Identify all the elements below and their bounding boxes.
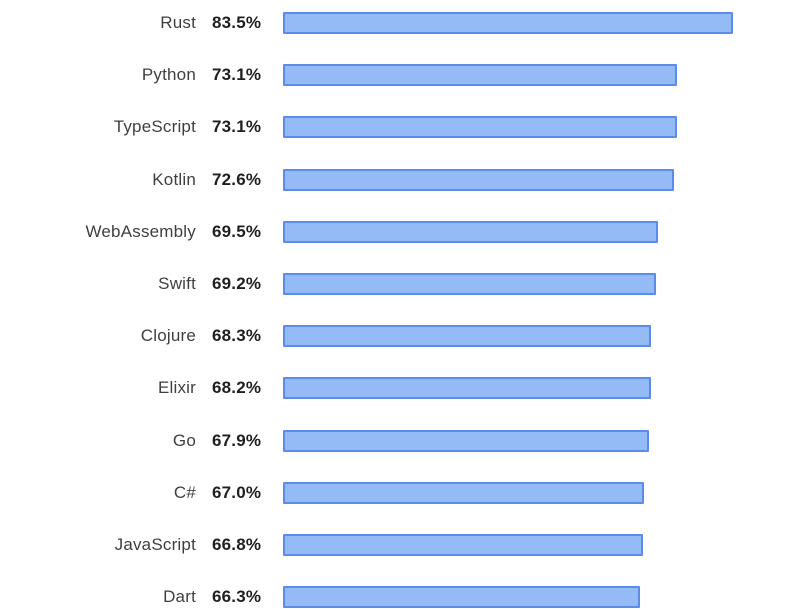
language-label: TypeScript xyxy=(113,117,196,137)
percent-label: 66.8% xyxy=(212,534,262,554)
chart-row: Swift 69.2% xyxy=(0,267,792,313)
percent-label: 73.1% xyxy=(212,117,262,137)
language-label: Swift xyxy=(158,273,196,293)
chart-row: Python 73.1% xyxy=(0,58,792,104)
language-label: Python xyxy=(141,65,196,85)
chart-row: Elixir 68.2% xyxy=(0,371,792,417)
bar xyxy=(283,533,643,556)
chart-row: Dart 66.3% xyxy=(0,580,792,609)
percent-label: 83.5% xyxy=(212,13,262,32)
bar xyxy=(283,272,656,295)
chart-row: Kotlin 72.6% xyxy=(0,163,792,209)
percent-label: 68.3% xyxy=(212,326,262,346)
chart-row: C# 67.0% xyxy=(0,476,792,522)
chart-row: WebAssembly 69.5% xyxy=(0,215,792,261)
percent-label: 68.2% xyxy=(212,378,262,398)
chart-row: Rust 83.5% xyxy=(0,6,792,52)
language-label: WebAssembly xyxy=(85,221,196,241)
language-label: Go xyxy=(172,430,196,450)
bar xyxy=(283,377,651,400)
bar xyxy=(283,168,675,191)
chart-row: Clojure 68.3% xyxy=(0,319,792,365)
language-label: Kotlin xyxy=(152,169,196,189)
language-label: Elixir xyxy=(157,378,196,398)
bar xyxy=(283,586,641,609)
language-label: C# xyxy=(173,482,196,502)
percent-label: 72.6% xyxy=(212,169,262,189)
bar xyxy=(283,12,733,34)
bar xyxy=(283,481,645,504)
percent-label: 69.5% xyxy=(212,221,262,241)
bar xyxy=(283,220,658,243)
percent-label: 69.2% xyxy=(212,273,262,293)
percent-label: 67.9% xyxy=(212,430,262,450)
chart-row: TypeScript 73.1% xyxy=(0,110,792,156)
bar xyxy=(283,325,652,348)
language-label: JavaScript xyxy=(114,534,196,554)
chart-row: Go 67.9% xyxy=(0,424,792,470)
percent-label: 73.1% xyxy=(212,65,262,85)
language-label: Dart xyxy=(163,587,196,607)
language-label: Rust xyxy=(160,13,196,32)
chart-row: JavaScript 66.8% xyxy=(0,528,792,574)
percent-label: 66.3% xyxy=(212,587,262,607)
language-label: Clojure xyxy=(140,326,196,346)
bar xyxy=(283,429,649,452)
bar xyxy=(283,116,677,139)
bar xyxy=(283,64,677,87)
percent-label: 67.0% xyxy=(212,482,262,502)
